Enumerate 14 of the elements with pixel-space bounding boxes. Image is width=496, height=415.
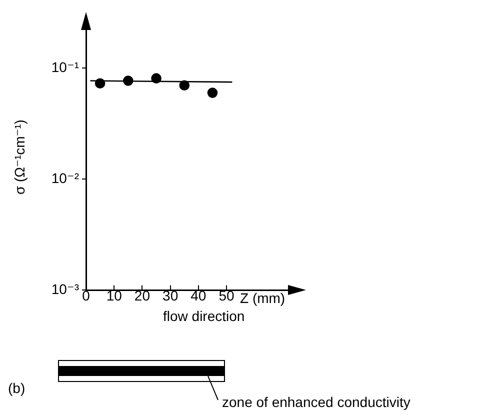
x-tick-label: 30: [162, 287, 178, 304]
text: (b): [8, 380, 26, 396]
x-tick-label: 10: [106, 287, 122, 304]
x-tick-label: 50: [218, 287, 235, 304]
x-tick-label: 20: [134, 287, 150, 304]
text: flow direction: [163, 308, 245, 324]
y-tick-label: 10⁻¹: [51, 59, 80, 76]
y-tick-label: 10⁻²: [51, 170, 80, 186]
x-tick-label: 0: [82, 287, 90, 304]
y-axis-title: σ (Ω⁻¹cm⁻¹): [11, 120, 28, 195]
x-axis-title: Z (mm): [240, 290, 286, 306]
text: zone of enhanced conductivity: [222, 394, 410, 410]
x-tick-label: 40: [190, 287, 206, 304]
y-tick-label: 10⁻³: [51, 281, 80, 298]
